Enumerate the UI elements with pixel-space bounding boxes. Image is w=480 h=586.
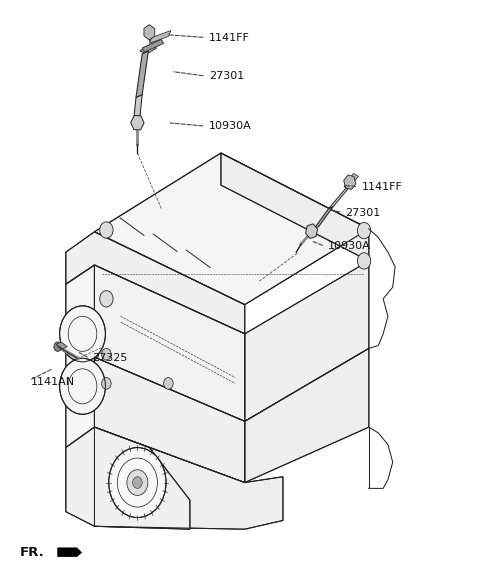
Text: 27301: 27301	[209, 71, 244, 81]
Circle shape	[164, 377, 173, 389]
Circle shape	[358, 253, 371, 269]
Circle shape	[54, 342, 61, 352]
Text: 1141FF: 1141FF	[362, 182, 403, 192]
Circle shape	[60, 358, 106, 414]
Polygon shape	[58, 548, 82, 557]
Circle shape	[358, 223, 371, 239]
Circle shape	[100, 222, 113, 238]
Polygon shape	[344, 179, 355, 188]
Circle shape	[102, 349, 111, 360]
Polygon shape	[245, 349, 369, 482]
Text: 27301: 27301	[345, 207, 380, 217]
Text: 10930A: 10930A	[328, 241, 371, 251]
Circle shape	[345, 176, 355, 188]
Polygon shape	[221, 153, 369, 261]
Polygon shape	[95, 265, 245, 421]
Circle shape	[109, 448, 166, 517]
Polygon shape	[140, 45, 156, 54]
Circle shape	[60, 306, 106, 362]
Circle shape	[127, 470, 148, 495]
Polygon shape	[66, 427, 190, 529]
Polygon shape	[66, 265, 95, 448]
Polygon shape	[95, 153, 369, 305]
Circle shape	[132, 477, 142, 488]
Polygon shape	[133, 95, 142, 121]
Text: FR.: FR.	[20, 546, 44, 559]
Text: 1141FF: 1141FF	[209, 33, 250, 43]
Text: 1141AN: 1141AN	[31, 377, 75, 387]
Polygon shape	[66, 231, 245, 334]
Polygon shape	[142, 39, 164, 52]
Polygon shape	[95, 427, 283, 529]
Circle shape	[100, 291, 113, 307]
Circle shape	[102, 377, 111, 389]
Polygon shape	[349, 173, 359, 182]
Text: 27325: 27325	[92, 353, 127, 363]
Polygon shape	[136, 51, 148, 98]
Circle shape	[144, 26, 154, 38]
Polygon shape	[328, 187, 350, 209]
Polygon shape	[56, 342, 67, 349]
Polygon shape	[314, 207, 333, 229]
Text: 10930A: 10930A	[209, 121, 252, 131]
Polygon shape	[95, 357, 245, 482]
Polygon shape	[149, 30, 171, 43]
Polygon shape	[245, 261, 369, 421]
